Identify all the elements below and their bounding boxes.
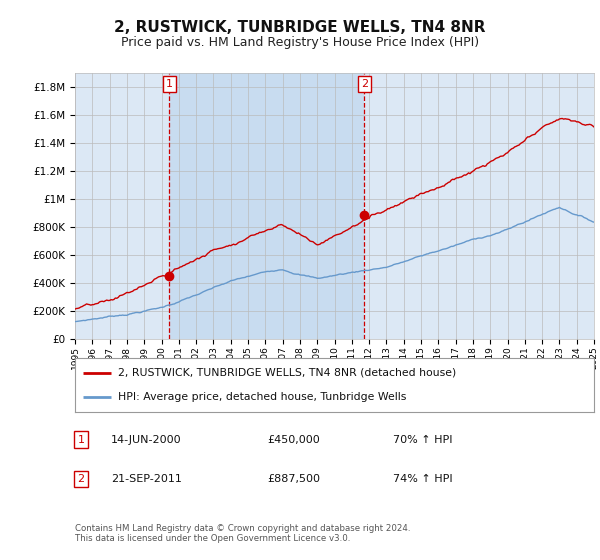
Text: Contains HM Land Registry data © Crown copyright and database right 2024.
This d: Contains HM Land Registry data © Crown c… (75, 524, 410, 543)
Text: 74% ↑ HPI: 74% ↑ HPI (393, 474, 452, 484)
Text: 1: 1 (77, 435, 85, 445)
Text: 70% ↑ HPI: 70% ↑ HPI (393, 435, 452, 445)
Text: 2, RUSTWICK, TUNBRIDGE WELLS, TN4 8NR: 2, RUSTWICK, TUNBRIDGE WELLS, TN4 8NR (114, 20, 486, 35)
Text: £450,000: £450,000 (267, 435, 320, 445)
Bar (169, 73, 364, 339)
Text: 14-JUN-2000: 14-JUN-2000 (111, 435, 182, 445)
Text: £887,500: £887,500 (267, 474, 320, 484)
Text: 2, RUSTWICK, TUNBRIDGE WELLS, TN4 8NR (detached house): 2, RUSTWICK, TUNBRIDGE WELLS, TN4 8NR (d… (118, 368, 456, 378)
Text: 2: 2 (361, 79, 368, 89)
Text: Price paid vs. HM Land Registry's House Price Index (HPI): Price paid vs. HM Land Registry's House … (121, 36, 479, 49)
Text: HPI: Average price, detached house, Tunbridge Wells: HPI: Average price, detached house, Tunb… (118, 392, 406, 402)
Text: 1: 1 (166, 79, 173, 89)
Text: 21-SEP-2011: 21-SEP-2011 (111, 474, 182, 484)
Text: 2: 2 (77, 474, 85, 484)
